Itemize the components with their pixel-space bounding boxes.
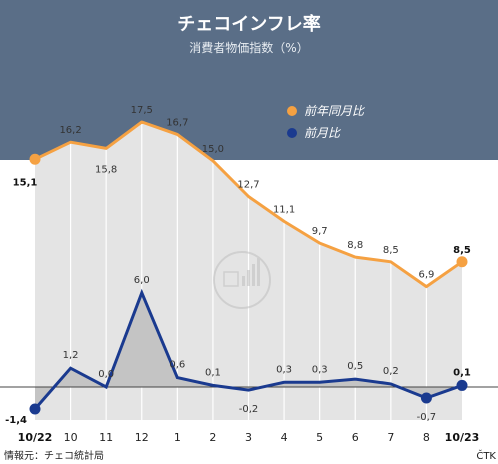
mom-point-11: [420, 392, 432, 404]
series-yoy: 15,1 16,2 15,8 17,5 16,7 15,0 12,7 11,1 9,7 8,8 8,…: [13, 105, 471, 289]
mom-point-12: [456, 379, 468, 391]
mom-data-label-4: 0,6: [169, 360, 185, 371]
yoy-data-label-12: 8,5: [453, 245, 471, 256]
x-tick-label-3: 12: [135, 431, 149, 444]
header-background: [0, 0, 498, 160]
x-tick-label-6: 3: [245, 431, 252, 444]
legend-mom-label: 前月比: [304, 126, 341, 140]
mom-data-label-8: 0,3: [312, 364, 328, 375]
yoy-point-12: [456, 256, 468, 268]
mom-point-0: [29, 403, 41, 415]
x-tick-label-11: 8: [423, 431, 430, 444]
yoy-data-label-4: 16,7: [166, 117, 188, 128]
yoy-data-label-9: 8,8: [347, 240, 363, 251]
yoy-data-label-3: 17,5: [131, 105, 153, 116]
legend-mom-swatch: [287, 128, 297, 138]
legend-yoy-swatch: [287, 106, 297, 116]
yoy-data-label-2: 15,8: [95, 164, 117, 175]
yoy-data-label-0: 15,1: [13, 177, 38, 188]
chart-title: チェコインフレ率: [177, 13, 320, 35]
yoy-data-label-10: 8,5: [383, 245, 399, 256]
x-tick-label-8: 5: [316, 431, 323, 444]
yoy-mask: [0, 160, 35, 420]
mom-data-label-3: 6,0: [134, 275, 150, 286]
mom-data-label-6: -0,2: [239, 404, 259, 415]
legend-yoy-label: 前年同月比: [304, 104, 365, 118]
x-tick-label-7: 4: [281, 431, 288, 444]
mom-data-label-11: -0,7: [417, 412, 437, 423]
mom-data-label-1: 1,2: [63, 350, 79, 361]
mom-line: [33, 288, 463, 410]
yoy-data-label-6: 12,7: [237, 180, 259, 191]
x-tick-label-12: 10/23: [445, 431, 480, 444]
yoy-data-label-8: 9,7: [312, 226, 328, 237]
x-tick-label-5: 2: [209, 431, 216, 444]
yoy-point-0: [29, 153, 41, 165]
x-tick-label-4: 1: [174, 431, 181, 444]
yoy-data-label-7: 11,1: [273, 204, 295, 215]
watermark-logo: [213, 251, 271, 309]
x-axis-tick-labels: 10/22 10 11 12 1 2 3 4 5 6 7 8 10/23: [18, 431, 480, 444]
x-tick-label-0: 10/22: [18, 431, 53, 444]
mom-data-label-5: 0,1: [205, 367, 221, 378]
x-tick-label-9: 6: [352, 431, 359, 444]
series-mom: -1,4 1,2 0,0 6,0 0,6 0,1 -0,2 0,3 0,3 0,5 0,2 -0,7 0…: [5, 275, 471, 426]
mom-data-label-12: 0,1: [453, 367, 471, 378]
mom-data-label-0: -1,4: [5, 415, 27, 426]
mom-data-label-9: 0,5: [347, 361, 363, 372]
x-tick-label-2: 11: [99, 431, 113, 444]
chart-subtitle: 消費者物価指数（%）: [189, 40, 308, 55]
mom-data-label-7: 0,3: [276, 364, 292, 375]
yoy-data-label-5: 15,0: [202, 144, 224, 155]
x-tick-label-10: 7: [387, 431, 394, 444]
yoy-mask-right: [462, 261, 498, 420]
yoy-data-label-1: 16,2: [59, 125, 81, 136]
x-tick-label-1: 10: [64, 431, 78, 444]
yoy-line: [34, 120, 463, 289]
mom-data-label-2: 0,0: [98, 369, 114, 380]
yoy-data-label-11: 6,9: [418, 270, 434, 281]
mom-data-label-10: 0,2: [383, 366, 399, 377]
legend: 前年同月比 前月比: [287, 104, 365, 140]
credit-note: ČTK: [476, 449, 496, 462]
source-note: 情報元：チェコ統計局: [4, 449, 104, 462]
